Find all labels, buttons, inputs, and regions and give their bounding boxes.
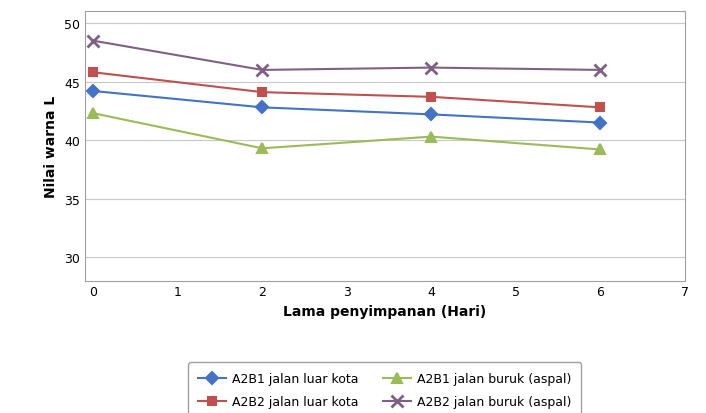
- A2B2 jalan buruk (aspal): [258, 68, 266, 73]
- A2B1 jalan buruk (aspal): [258, 147, 266, 152]
- A2B1 jalan luar kota: [258, 106, 266, 111]
- A2B1 jalan luar kota: [596, 121, 604, 126]
- A2B2 jalan luar kota: [596, 106, 604, 111]
- Line: A2B2 jalan buruk (aspal): A2B2 jalan buruk (aspal): [88, 36, 606, 76]
- A2B2 jalan buruk (aspal): [89, 39, 97, 44]
- A2B1 jalan luar kota: [427, 113, 436, 118]
- A2B1 jalan luar kota: [89, 89, 97, 94]
- Line: A2B1 jalan luar kota: A2B1 jalan luar kota: [89, 88, 604, 128]
- Line: A2B2 jalan luar kota: A2B2 jalan luar kota: [89, 69, 604, 112]
- A2B2 jalan luar kota: [258, 90, 266, 95]
- Line: A2B1 jalan buruk (aspal): A2B1 jalan buruk (aspal): [88, 109, 605, 155]
- A2B2 jalan luar kota: [89, 71, 97, 76]
- A2B2 jalan buruk (aspal): [427, 66, 436, 71]
- A2B1 jalan buruk (aspal): [427, 135, 436, 140]
- Y-axis label: Nilai warna L: Nilai warna L: [44, 96, 59, 197]
- Legend: A2B1 jalan luar kota, A2B2 jalan luar kota, A2B1 jalan buruk (aspal), A2B2 jalan: A2B1 jalan luar kota, A2B2 jalan luar ko…: [188, 362, 582, 413]
- A2B1 jalan buruk (aspal): [89, 112, 97, 116]
- A2B2 jalan buruk (aspal): [596, 68, 604, 73]
- A2B1 jalan buruk (aspal): [596, 147, 604, 152]
- A2B2 jalan luar kota: [427, 95, 436, 100]
- X-axis label: Lama penyimpanan (Hari): Lama penyimpanan (Hari): [283, 304, 486, 318]
